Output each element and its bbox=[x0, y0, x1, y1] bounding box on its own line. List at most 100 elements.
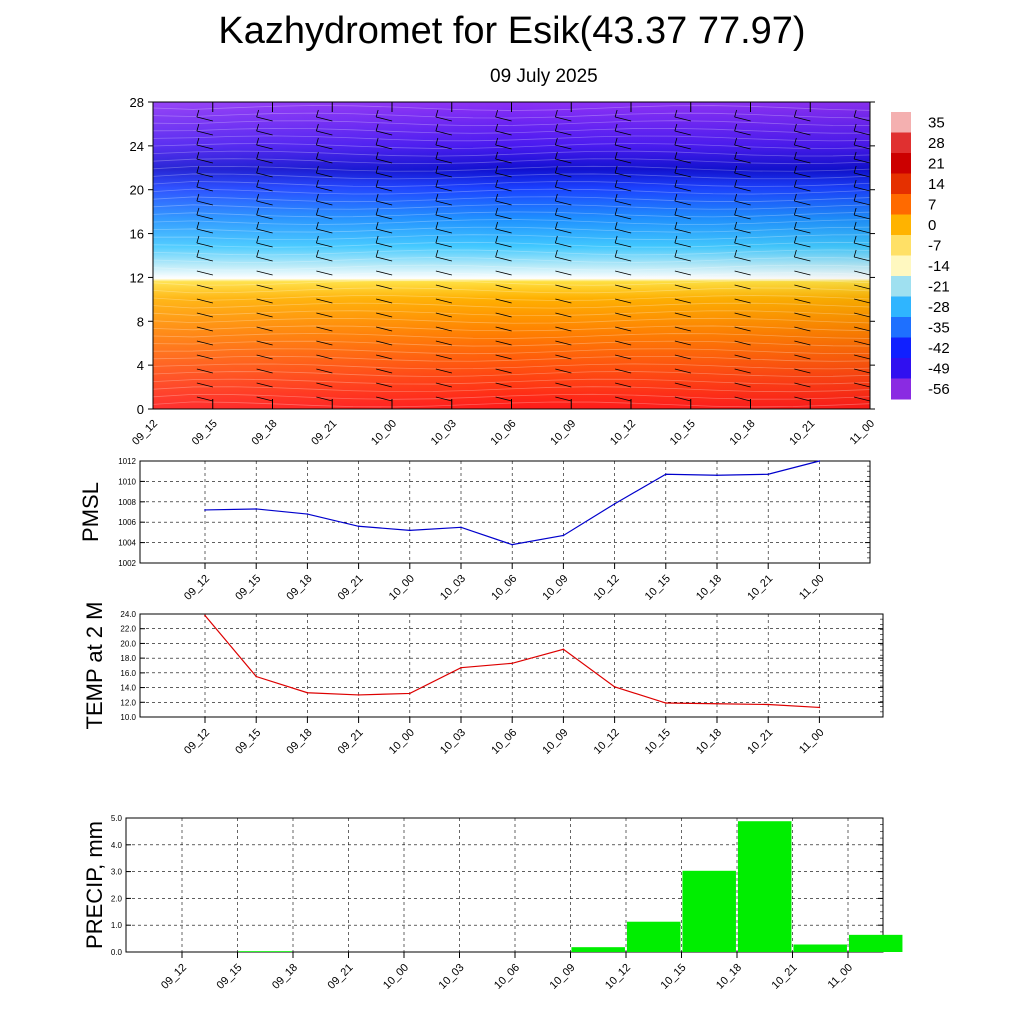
colorbar-label: -28 bbox=[928, 299, 950, 316]
contour-line bbox=[152, 371, 874, 377]
data-point bbox=[204, 509, 206, 511]
wind-barb-flag bbox=[495, 109, 499, 118]
wind-barb-flag bbox=[196, 123, 200, 132]
wind-barb bbox=[316, 284, 333, 290]
contour-line bbox=[152, 295, 874, 301]
y-tick-label: 20 bbox=[130, 183, 144, 198]
wind-barb-flag bbox=[614, 179, 618, 188]
wind-barb bbox=[734, 284, 751, 290]
wind-barb-flag bbox=[554, 249, 558, 258]
wind-barb bbox=[794, 186, 811, 192]
wind-barb bbox=[495, 130, 512, 136]
wind-barb bbox=[734, 186, 751, 192]
x-tick-label: 09_18 bbox=[250, 418, 280, 448]
wind-barb bbox=[854, 130, 871, 136]
wind-barb bbox=[854, 158, 871, 164]
wind-barb-flag bbox=[196, 235, 200, 244]
wind-barb bbox=[615, 270, 632, 276]
contour-line bbox=[152, 120, 874, 127]
data-point bbox=[716, 702, 718, 705]
y-tick-label: 24.0 bbox=[120, 610, 136, 619]
wind-barb bbox=[615, 256, 632, 262]
x-tick-label: 10_12 bbox=[592, 727, 622, 757]
x-tick-label: 09_15 bbox=[233, 573, 263, 603]
wind-barb bbox=[316, 214, 333, 220]
x-tick-label: 09_21 bbox=[336, 727, 366, 757]
colorbar-swatch bbox=[891, 358, 911, 379]
y-tick-label: 22.0 bbox=[120, 625, 136, 634]
wind-barb-flag bbox=[196, 179, 200, 188]
wind-barb bbox=[256, 186, 273, 192]
wind-barb bbox=[555, 186, 572, 192]
wind-barb bbox=[854, 172, 871, 178]
contour-line bbox=[152, 249, 874, 256]
wind-barb bbox=[674, 312, 691, 318]
wind-barb bbox=[376, 116, 393, 122]
x-tick-label: 10_15 bbox=[659, 962, 689, 992]
wind-barb-flag bbox=[853, 207, 857, 216]
wind-barb bbox=[615, 172, 632, 178]
wind-barb bbox=[435, 130, 452, 136]
wind-barb bbox=[794, 214, 811, 220]
wind-barb bbox=[435, 368, 452, 374]
y-axis-label: PMSL bbox=[78, 482, 103, 542]
wind-barb bbox=[615, 326, 632, 332]
x-tick-label-group: 09_12 bbox=[159, 962, 189, 992]
y-axis-label-group: PRECIP, mm bbox=[82, 821, 107, 949]
y-tick-label: 1004 bbox=[118, 539, 136, 548]
wind-barb bbox=[376, 228, 393, 234]
wind-barb bbox=[376, 298, 393, 304]
colorbar-swatch bbox=[891, 276, 911, 297]
precip-bar bbox=[626, 921, 681, 952]
x-tick-label-group: 10_03 bbox=[438, 573, 468, 603]
x-tick-label: 10_21 bbox=[770, 962, 800, 992]
wind-barb bbox=[734, 158, 751, 164]
wind-barb-flag bbox=[256, 193, 260, 202]
contour-line bbox=[152, 112, 874, 119]
wind-barb-flag bbox=[435, 109, 439, 118]
x-tick-label-group: 09_15 bbox=[190, 418, 220, 448]
wind-barb-flag bbox=[793, 123, 797, 132]
wind-barb bbox=[555, 312, 572, 318]
x-tick-label: 09_18 bbox=[270, 962, 300, 992]
wind-barb-flag bbox=[375, 165, 379, 174]
wind-barb bbox=[495, 312, 512, 318]
wind-barb bbox=[734, 382, 751, 388]
colorbar-swatch bbox=[891, 194, 911, 215]
x-tick-label-group: 10_06 bbox=[489, 727, 519, 757]
data-point bbox=[665, 702, 667, 704]
wind-barb bbox=[615, 396, 632, 402]
wind-barb-flag bbox=[315, 151, 319, 160]
wind-barb-flag bbox=[256, 151, 260, 160]
wind-barb-flag bbox=[375, 221, 379, 230]
contour-line bbox=[152, 150, 874, 157]
wind-barb bbox=[376, 200, 393, 206]
wind-barb bbox=[674, 270, 691, 276]
wind-barb bbox=[794, 340, 811, 346]
y-tick-label: 20.0 bbox=[120, 639, 136, 648]
wind-barb-flag bbox=[435, 123, 439, 132]
wind-barb bbox=[615, 228, 632, 234]
wind-barb-flag bbox=[315, 207, 319, 216]
wind-barb-flag bbox=[674, 179, 678, 188]
wind-barb bbox=[615, 312, 632, 318]
wind-barb-flag bbox=[554, 179, 558, 188]
wind-barb bbox=[674, 130, 691, 136]
wind-barb-flag bbox=[853, 249, 857, 258]
data-point bbox=[562, 534, 565, 537]
x-tick-label-group: 10_12 bbox=[592, 727, 622, 757]
y-tick-label: 28 bbox=[130, 95, 144, 110]
wind-barb bbox=[555, 270, 572, 276]
wind-barb bbox=[555, 228, 572, 234]
y-tick-label: 1008 bbox=[118, 498, 136, 507]
wind-barb bbox=[674, 368, 691, 374]
wind-barb-flag bbox=[435, 179, 439, 188]
wind-barb-flag bbox=[793, 221, 797, 230]
y-axis-label: TEMP at 2 M bbox=[82, 602, 107, 730]
y-tick-label: 18.0 bbox=[120, 654, 136, 663]
x-tick-label: 10_21 bbox=[745, 573, 775, 603]
wind-barb bbox=[256, 396, 273, 402]
colorbar-swatch bbox=[891, 235, 911, 256]
wind-barb-flag bbox=[614, 151, 618, 160]
wind-barb-flag bbox=[495, 221, 499, 230]
